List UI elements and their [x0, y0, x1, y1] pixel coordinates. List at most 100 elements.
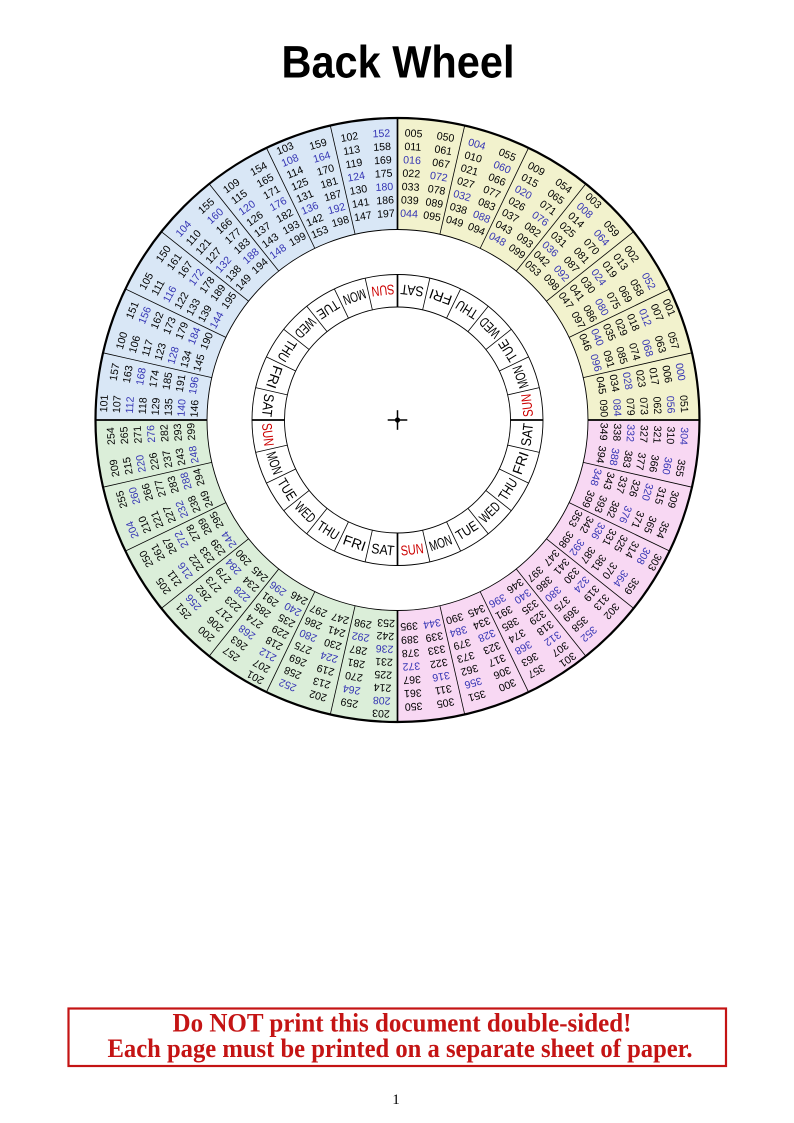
- svg-text:057: 057: [665, 331, 681, 351]
- svg-text:SUN: SUN: [518, 393, 536, 418]
- svg-text:128: 128: [165, 345, 181, 365]
- svg-text:140: 140: [176, 399, 189, 417]
- svg-text:309: 309: [665, 489, 681, 509]
- svg-text:298: 298: [353, 616, 373, 631]
- svg-text:394: 394: [593, 445, 608, 465]
- svg-text:372: 372: [402, 659, 420, 672]
- svg-text:117: 117: [140, 338, 156, 358]
- svg-text:107: 107: [111, 395, 124, 413]
- svg-text:320: 320: [639, 482, 655, 502]
- svg-text:078: 078: [427, 183, 447, 198]
- svg-text:100: 100: [114, 330, 130, 350]
- svg-text:SAT: SAT: [399, 281, 424, 300]
- svg-text:311: 311: [434, 682, 453, 697]
- svg-text:202: 202: [308, 687, 328, 703]
- svg-text:072: 072: [429, 170, 449, 185]
- svg-text:379: 379: [452, 636, 472, 652]
- svg-text:333: 333: [427, 642, 447, 657]
- svg-text:226: 226: [147, 451, 162, 471]
- svg-text:175: 175: [375, 168, 393, 181]
- svg-text:242: 242: [376, 629, 394, 642]
- svg-text:124: 124: [347, 170, 367, 185]
- svg-text:Do NOT print this document dou: Do NOT print this document double-sided!: [173, 1009, 632, 1038]
- svg-text:1: 1: [392, 1092, 400, 1108]
- svg-text:113: 113: [342, 143, 361, 158]
- svg-text:338: 338: [610, 423, 623, 441]
- svg-text:276: 276: [145, 425, 158, 443]
- svg-text:224: 224: [319, 648, 339, 664]
- svg-text:Each page must be printed on a: Each page must be printed on a separate …: [108, 1034, 693, 1063]
- svg-text:095: 095: [422, 209, 442, 224]
- svg-text:259: 259: [340, 695, 360, 710]
- svg-text:Back Wheel: Back Wheel: [282, 37, 515, 88]
- svg-text:299: 299: [185, 422, 198, 440]
- svg-text:145: 145: [191, 353, 207, 373]
- svg-text:146: 146: [188, 399, 201, 417]
- svg-text:350: 350: [404, 700, 422, 713]
- svg-text:220: 220: [134, 454, 149, 474]
- svg-text:288: 288: [178, 471, 194, 491]
- svg-text:248: 248: [187, 445, 202, 465]
- svg-text:389: 389: [401, 633, 419, 646]
- svg-text:SUN: SUN: [371, 281, 396, 299]
- svg-text:119: 119: [345, 157, 364, 172]
- svg-text:388: 388: [606, 447, 621, 467]
- svg-text:219: 219: [315, 661, 335, 677]
- svg-text:321: 321: [650, 425, 663, 443]
- svg-text:344: 344: [422, 616, 442, 631]
- svg-text:339: 339: [424, 629, 444, 644]
- svg-text:293: 293: [172, 423, 185, 441]
- svg-text:050: 050: [436, 130, 456, 145]
- svg-text:348: 348: [587, 467, 603, 487]
- svg-text:271: 271: [132, 425, 145, 443]
- svg-text:SAT: SAT: [518, 422, 537, 447]
- svg-text:101: 101: [98, 394, 111, 412]
- svg-text:084: 084: [610, 399, 623, 417]
- svg-text:152: 152: [372, 127, 390, 140]
- svg-text:283: 283: [165, 474, 181, 494]
- svg-text:287: 287: [349, 642, 369, 657]
- svg-text:005: 005: [404, 127, 422, 140]
- svg-text:MON: MON: [427, 532, 454, 555]
- svg-text:180: 180: [375, 181, 393, 194]
- svg-text:191: 191: [174, 373, 189, 393]
- svg-text:164: 164: [312, 149, 332, 165]
- svg-text:254: 254: [105, 427, 118, 445]
- svg-text:141: 141: [351, 196, 371, 211]
- svg-text:214: 214: [373, 681, 391, 694]
- svg-text:004: 004: [467, 136, 487, 152]
- svg-text:130: 130: [349, 183, 369, 198]
- svg-text:017: 017: [646, 367, 661, 387]
- svg-text:198: 198: [330, 214, 350, 230]
- svg-text:068: 068: [639, 338, 655, 358]
- svg-text:038: 038: [448, 201, 468, 217]
- svg-text:106: 106: [127, 334, 143, 354]
- svg-text:169: 169: [374, 154, 392, 167]
- svg-text:316: 316: [431, 669, 451, 684]
- svg-text:045: 045: [593, 376, 608, 396]
- svg-text:006: 006: [659, 365, 674, 385]
- svg-text:096: 096: [587, 353, 603, 373]
- svg-text:294: 294: [191, 467, 207, 487]
- svg-text:326: 326: [626, 478, 642, 498]
- svg-text:237: 237: [160, 449, 175, 469]
- svg-text:010: 010: [463, 149, 483, 165]
- svg-text:181: 181: [319, 175, 339, 191]
- svg-text:384: 384: [448, 623, 468, 639]
- svg-text:102: 102: [340, 130, 360, 145]
- svg-text:366: 366: [646, 454, 661, 474]
- svg-text:163: 163: [121, 364, 136, 384]
- svg-text:028: 028: [620, 371, 635, 391]
- svg-text:135: 135: [163, 398, 176, 416]
- svg-text:260: 260: [127, 485, 143, 505]
- svg-text:243: 243: [174, 447, 189, 467]
- svg-text:185: 185: [160, 371, 175, 391]
- svg-text:231: 231: [375, 655, 393, 668]
- svg-text:213: 213: [312, 674, 332, 690]
- svg-text:000: 000: [673, 362, 688, 382]
- svg-text:159: 159: [308, 136, 328, 152]
- svg-text:282: 282: [158, 424, 171, 442]
- svg-text:061: 061: [434, 143, 454, 158]
- svg-text:034: 034: [607, 374, 622, 394]
- svg-text:147: 147: [353, 209, 373, 224]
